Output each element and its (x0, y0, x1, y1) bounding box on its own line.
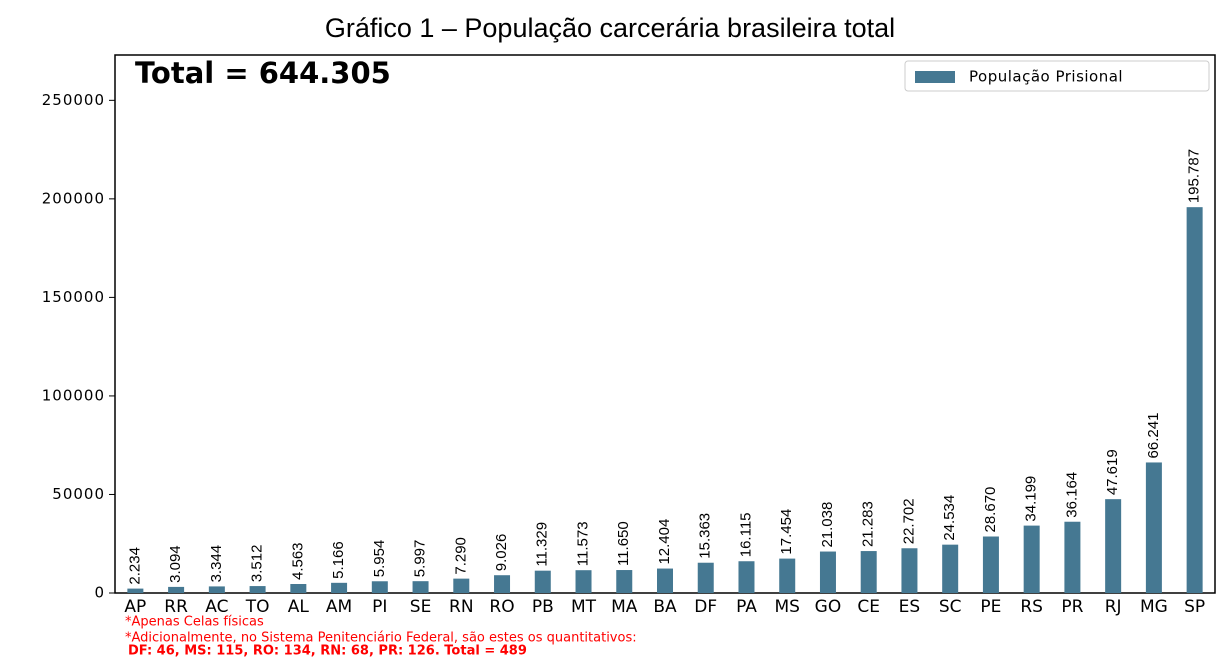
legend-swatch (915, 71, 955, 83)
x-tick-label: GO (815, 597, 842, 617)
x-tick-label: RN (449, 597, 474, 617)
bar (1023, 525, 1040, 593)
footnote: *Adicionalmente, no Sistema Penitenciári… (125, 631, 637, 646)
x-tick-label: RS (1020, 597, 1043, 617)
x-tick-label: AL (288, 597, 310, 617)
value-label: 22.702 (900, 498, 917, 544)
x-tick-label: PE (980, 597, 1001, 617)
bar (738, 561, 755, 593)
x-tick-label: SP (1184, 597, 1205, 617)
bar (249, 586, 266, 593)
x-tick-label: PA (736, 597, 757, 617)
bar (1105, 499, 1122, 593)
value-label: 2.234 (126, 547, 143, 585)
bar (534, 570, 551, 593)
bar (412, 581, 429, 593)
y-tick-label: 150000 (42, 288, 105, 306)
value-label: 9.026 (493, 534, 510, 572)
x-tick-label: TO (245, 597, 270, 617)
x-tick-label: RO (489, 597, 514, 617)
x-tick-label: PR (1061, 597, 1083, 617)
x-tick-label: CE (857, 597, 880, 617)
value-label: 5.166 (330, 541, 347, 579)
x-tick-label: DF (694, 597, 717, 617)
x-tick-label: PI (372, 597, 387, 617)
bar (1064, 521, 1081, 593)
value-label: 11.573 (574, 521, 591, 566)
x-tick-label: RR (164, 597, 188, 617)
x-tick-label: AC (205, 597, 228, 617)
x-tick-label: AM (326, 597, 352, 617)
value-label: 3.512 (249, 545, 266, 583)
value-label: 3.344 (208, 545, 225, 583)
bar (819, 551, 836, 593)
value-label: 16.115 (737, 512, 754, 557)
plot-frame (114, 54, 1216, 594)
value-label: 24.534 (941, 495, 958, 541)
value-label: 34.199 (1023, 476, 1040, 522)
bar (1186, 207, 1203, 594)
x-tick-label: MT (571, 597, 597, 617)
value-label: 12.404 (656, 519, 673, 565)
bar (127, 588, 144, 593)
value-label: 28.670 (982, 487, 999, 533)
bar (942, 544, 959, 593)
value-label: 4.563 (289, 542, 306, 580)
bar (208, 586, 225, 593)
value-label: 11.650 (615, 521, 632, 566)
bar (982, 536, 999, 593)
bar (290, 584, 307, 593)
value-label: 195.787 (1186, 149, 1203, 203)
y-tick-label: 250000 (42, 91, 105, 109)
x-tick-label: SC (939, 597, 962, 617)
bar (371, 581, 388, 593)
footnote: DF: 46, MS: 115, RO: 134, RN: 68, PR: 12… (128, 644, 527, 659)
bar (697, 562, 714, 593)
y-tick-label: 0 (94, 584, 105, 602)
bar (860, 551, 877, 593)
bar (657, 568, 673, 593)
value-label: 66.241 (1145, 413, 1162, 459)
x-tick-label: AP (124, 597, 146, 617)
x-tick-label: ES (899, 597, 921, 617)
value-label: 36.164 (1063, 472, 1080, 518)
legend-label: População Prisional (969, 68, 1123, 86)
x-tick-label: BA (653, 597, 677, 617)
x-tick-label: MA (611, 597, 638, 617)
chart-title: Gráfico 1 – População carcerária brasile… (325, 13, 895, 43)
value-label: 17.454 (778, 509, 795, 555)
bar (1145, 462, 1162, 593)
value-label: 11.329 (534, 522, 551, 567)
bar (575, 570, 592, 593)
bar (168, 586, 185, 593)
value-label: 21.038 (819, 502, 836, 548)
y-tick-label: 200000 (42, 189, 105, 207)
y-tick-label: 50000 (52, 485, 105, 503)
x-tick-label: PB (532, 597, 554, 617)
value-label: 15.363 (697, 513, 714, 559)
y-tick-label: 100000 (42, 386, 105, 404)
bar (779, 558, 796, 593)
bar (901, 548, 918, 593)
value-label: 3.094 (167, 545, 184, 583)
value-label: 47.619 (1104, 449, 1121, 495)
bar (494, 575, 511, 593)
x-tick-label: SE (410, 597, 432, 617)
annotation: Total = 644.305 (135, 56, 391, 90)
x-tick-label: RJ (1105, 597, 1122, 617)
value-label: 5.954 (371, 540, 388, 578)
x-tick-label: MG (1140, 597, 1168, 617)
bar (453, 578, 470, 593)
legend-box (904, 60, 1210, 92)
value-label: 5.997 (412, 540, 429, 578)
bar (616, 570, 633, 593)
value-label: 7.290 (452, 537, 469, 575)
x-tick-label: MS (774, 597, 799, 617)
value-label: 21.283 (860, 501, 877, 547)
footnote: *Apenas Celas físicas (125, 615, 264, 630)
bar (331, 582, 348, 593)
